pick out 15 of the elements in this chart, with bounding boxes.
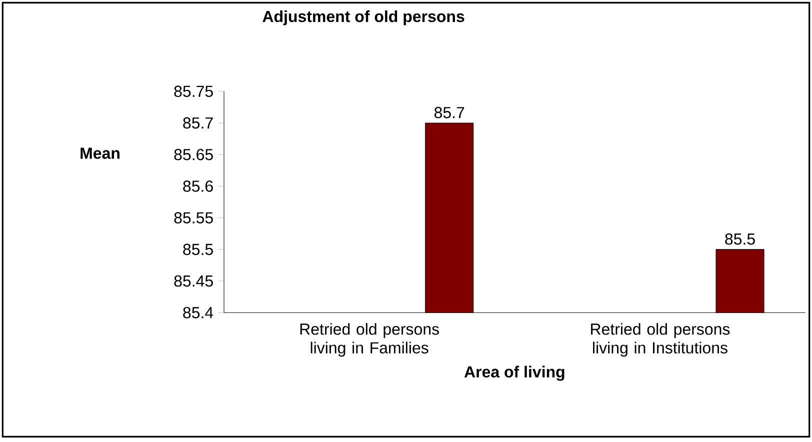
chart-title: Adjustment of old persons: [262, 10, 464, 26]
x-axis-title: Area of living: [464, 366, 564, 381]
y-tick-label: 85.7: [183, 117, 213, 129]
x-tick-label: Retried old persons living in Institutions: [591, 323, 730, 357]
y-tick-label: 85.6: [183, 180, 213, 192]
y-tick-label: 85.75: [174, 86, 213, 97]
x-tick-label: Retried old persons living in Families: [300, 323, 439, 357]
y-axis-title: Mean: [80, 148, 120, 159]
data-label: 85.7: [434, 106, 464, 118]
y-tick-label: 85.4: [183, 307, 214, 318]
y-tick-label: 85.45: [174, 275, 213, 287]
y-tick-label: 85.5: [183, 244, 213, 256]
y-tick-label: 85.55: [174, 212, 213, 224]
data-label: 85.5: [725, 233, 755, 245]
y-tick-label: 85.65: [174, 148, 213, 160]
